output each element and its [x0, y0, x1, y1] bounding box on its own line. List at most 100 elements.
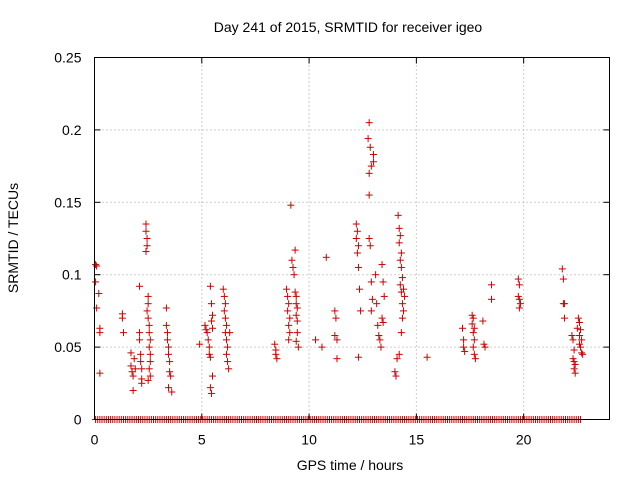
data-point: [291, 246, 299, 254]
data-point: [138, 379, 146, 387]
data-point: [460, 336, 468, 344]
data-point: [570, 346, 578, 354]
data-point: [480, 340, 488, 348]
data-point: [222, 321, 230, 329]
data-point: [372, 271, 380, 279]
data-point: [142, 248, 150, 256]
data-point: [333, 336, 341, 344]
data-point: [514, 292, 522, 300]
data-point: [287, 201, 295, 209]
data-point: [131, 365, 139, 373]
data-point: [398, 274, 406, 282]
data-point: [354, 242, 362, 250]
data-point: [167, 372, 175, 380]
data-point: [162, 321, 170, 329]
data-point: [130, 355, 138, 363]
data-point: [203, 329, 211, 337]
data-point: [285, 336, 293, 344]
data-point: [224, 343, 232, 351]
data-point: [312, 336, 320, 344]
data-point: [365, 235, 373, 242]
data-point: [367, 307, 375, 315]
data-point: [380, 292, 388, 300]
data-points: [92, 119, 587, 423]
data-point: [293, 304, 301, 312]
data-point: [137, 350, 145, 358]
data-point: [204, 336, 212, 344]
data-point: [136, 329, 144, 337]
data-point: [514, 275, 522, 283]
data-point: [479, 317, 487, 325]
data-point: [353, 249, 361, 257]
data-point: [165, 343, 173, 351]
data-point: [367, 278, 375, 286]
data-point: [571, 360, 579, 368]
data-point: [168, 388, 176, 396]
data-point: [392, 372, 400, 380]
data-point: [397, 263, 405, 271]
chart-title: Day 241 of 2015, SRMTID for receiver ige…: [214, 19, 483, 35]
data-point: [92, 261, 100, 269]
data-point: [333, 355, 341, 363]
x-tick-label: 0: [91, 432, 99, 448]
data-point: [470, 324, 478, 332]
data-point: [318, 343, 326, 351]
data-point: [364, 135, 372, 143]
x-tick-label: 10: [301, 432, 317, 448]
data-point: [129, 387, 137, 395]
data-point: [205, 343, 213, 351]
data-point: [142, 227, 150, 235]
data-point: [144, 292, 152, 300]
data-point: [290, 271, 298, 279]
y-tick-label: 0: [74, 412, 82, 428]
data-point: [294, 343, 302, 351]
data-point: [460, 343, 468, 351]
data-point: [401, 292, 409, 300]
data-point: [145, 329, 153, 337]
data-point: [207, 300, 215, 308]
data-point: [575, 340, 583, 348]
data-point: [471, 355, 479, 363]
data-point: [129, 372, 137, 380]
data-point: [283, 285, 291, 293]
data-point: [166, 368, 174, 376]
data-point: [573, 324, 581, 332]
x-tick-label: 15: [409, 432, 425, 448]
data-point: [470, 336, 478, 344]
data-point: [165, 384, 173, 392]
data-point: [146, 358, 154, 366]
data-point: [284, 292, 292, 300]
data-point: [293, 317, 301, 325]
data-point: [206, 384, 214, 392]
y-tick-label: 0.05: [54, 339, 81, 355]
data-point: [146, 350, 154, 358]
data-point: [374, 321, 382, 329]
data-point: [515, 304, 523, 312]
data-point: [575, 318, 583, 326]
data-point: [289, 263, 297, 271]
data-point: [291, 288, 299, 296]
data-point: [352, 220, 360, 228]
data-point: [332, 314, 340, 322]
data-point: [163, 329, 171, 337]
data-point: [288, 256, 296, 264]
data-point: [396, 256, 404, 264]
data-point: [396, 232, 404, 240]
y-axis-label: SRMTID / TECUs: [5, 183, 21, 293]
data-point: [145, 343, 153, 351]
data-point: [395, 350, 403, 358]
data-point: [206, 353, 214, 361]
data-point: [377, 343, 385, 351]
data-point: [570, 358, 578, 366]
data-point: [145, 321, 153, 329]
data-point: [375, 332, 383, 340]
data-point: [207, 317, 215, 325]
data-point: [365, 169, 373, 177]
data-point: [352, 235, 360, 242]
data-point: [469, 314, 477, 322]
data-point: [285, 300, 293, 308]
y-tick-label: 0.1: [62, 267, 82, 283]
data-point: [354, 263, 362, 271]
data-point: [487, 281, 495, 289]
axis-ticks: 0 0.05 0.1 0.15 0.2 0.25 0 5 10 15 20: [54, 50, 610, 448]
